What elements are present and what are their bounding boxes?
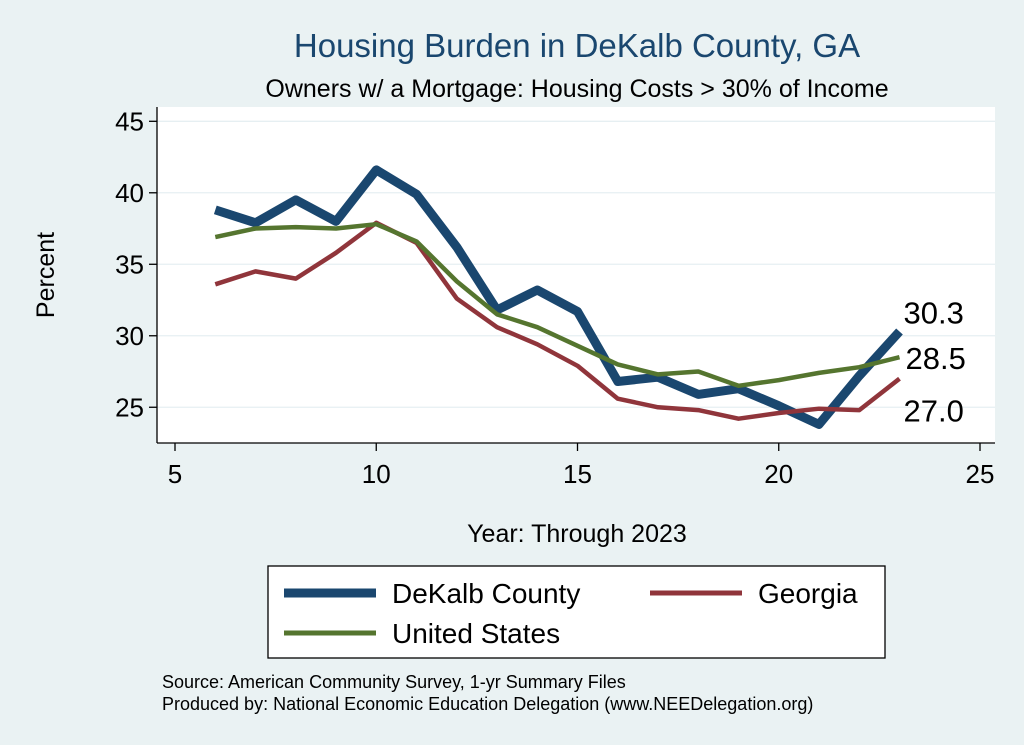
series-line-united-states <box>214 221 901 389</box>
y-tick-label: 35 <box>115 249 144 279</box>
x-tick-label: 5 <box>168 459 182 489</box>
y-tick-label: 25 <box>115 392 144 422</box>
produced-by-note: Produced by: National Economic Education… <box>162 694 813 714</box>
y-tick-label: 40 <box>115 178 144 208</box>
chart-title: Housing Burden in DeKalb County, GA <box>294 27 860 64</box>
x-tick-label: 10 <box>362 459 391 489</box>
x-tick-label: 20 <box>764 459 793 489</box>
end-label-dekalb-county: 30.3 <box>904 295 964 330</box>
gridlines <box>157 120 995 408</box>
end-labels: 30.3 27.0 28.5 <box>904 295 966 428</box>
chart-subtitle: Owners w/ a Mortgage: Housing Costs > 30… <box>265 75 888 103</box>
legend: DeKalb County Georgia United States <box>267 565 886 659</box>
x-tick-label: 25 <box>966 459 995 489</box>
y-axis-ticks: 25 30 35 40 45 <box>115 106 157 422</box>
end-label-united-states: 28.5 <box>906 341 966 376</box>
series-lines <box>213 165 903 429</box>
series-line-georgia <box>214 220 901 421</box>
series-line-dekalb-county <box>213 165 903 429</box>
legend-label-united-states: United States <box>392 618 560 649</box>
x-axis-ticks: 5 10 15 20 25 <box>168 443 995 489</box>
y-tick-label: 30 <box>115 321 144 351</box>
legend-label-dekalb: DeKalb County <box>392 578 580 609</box>
source-note: Source: American Community Survey, 1-yr … <box>162 672 626 692</box>
x-tick-label: 15 <box>563 459 592 489</box>
legend-label-georgia: Georgia <box>758 578 858 609</box>
x-axis-label: Year: Through 2023 <box>467 520 687 548</box>
y-axis-label: Percent <box>32 232 60 318</box>
legend-box <box>267 565 886 659</box>
end-label-georgia: 27.0 <box>904 394 964 429</box>
y-tick-label: 45 <box>115 106 144 136</box>
